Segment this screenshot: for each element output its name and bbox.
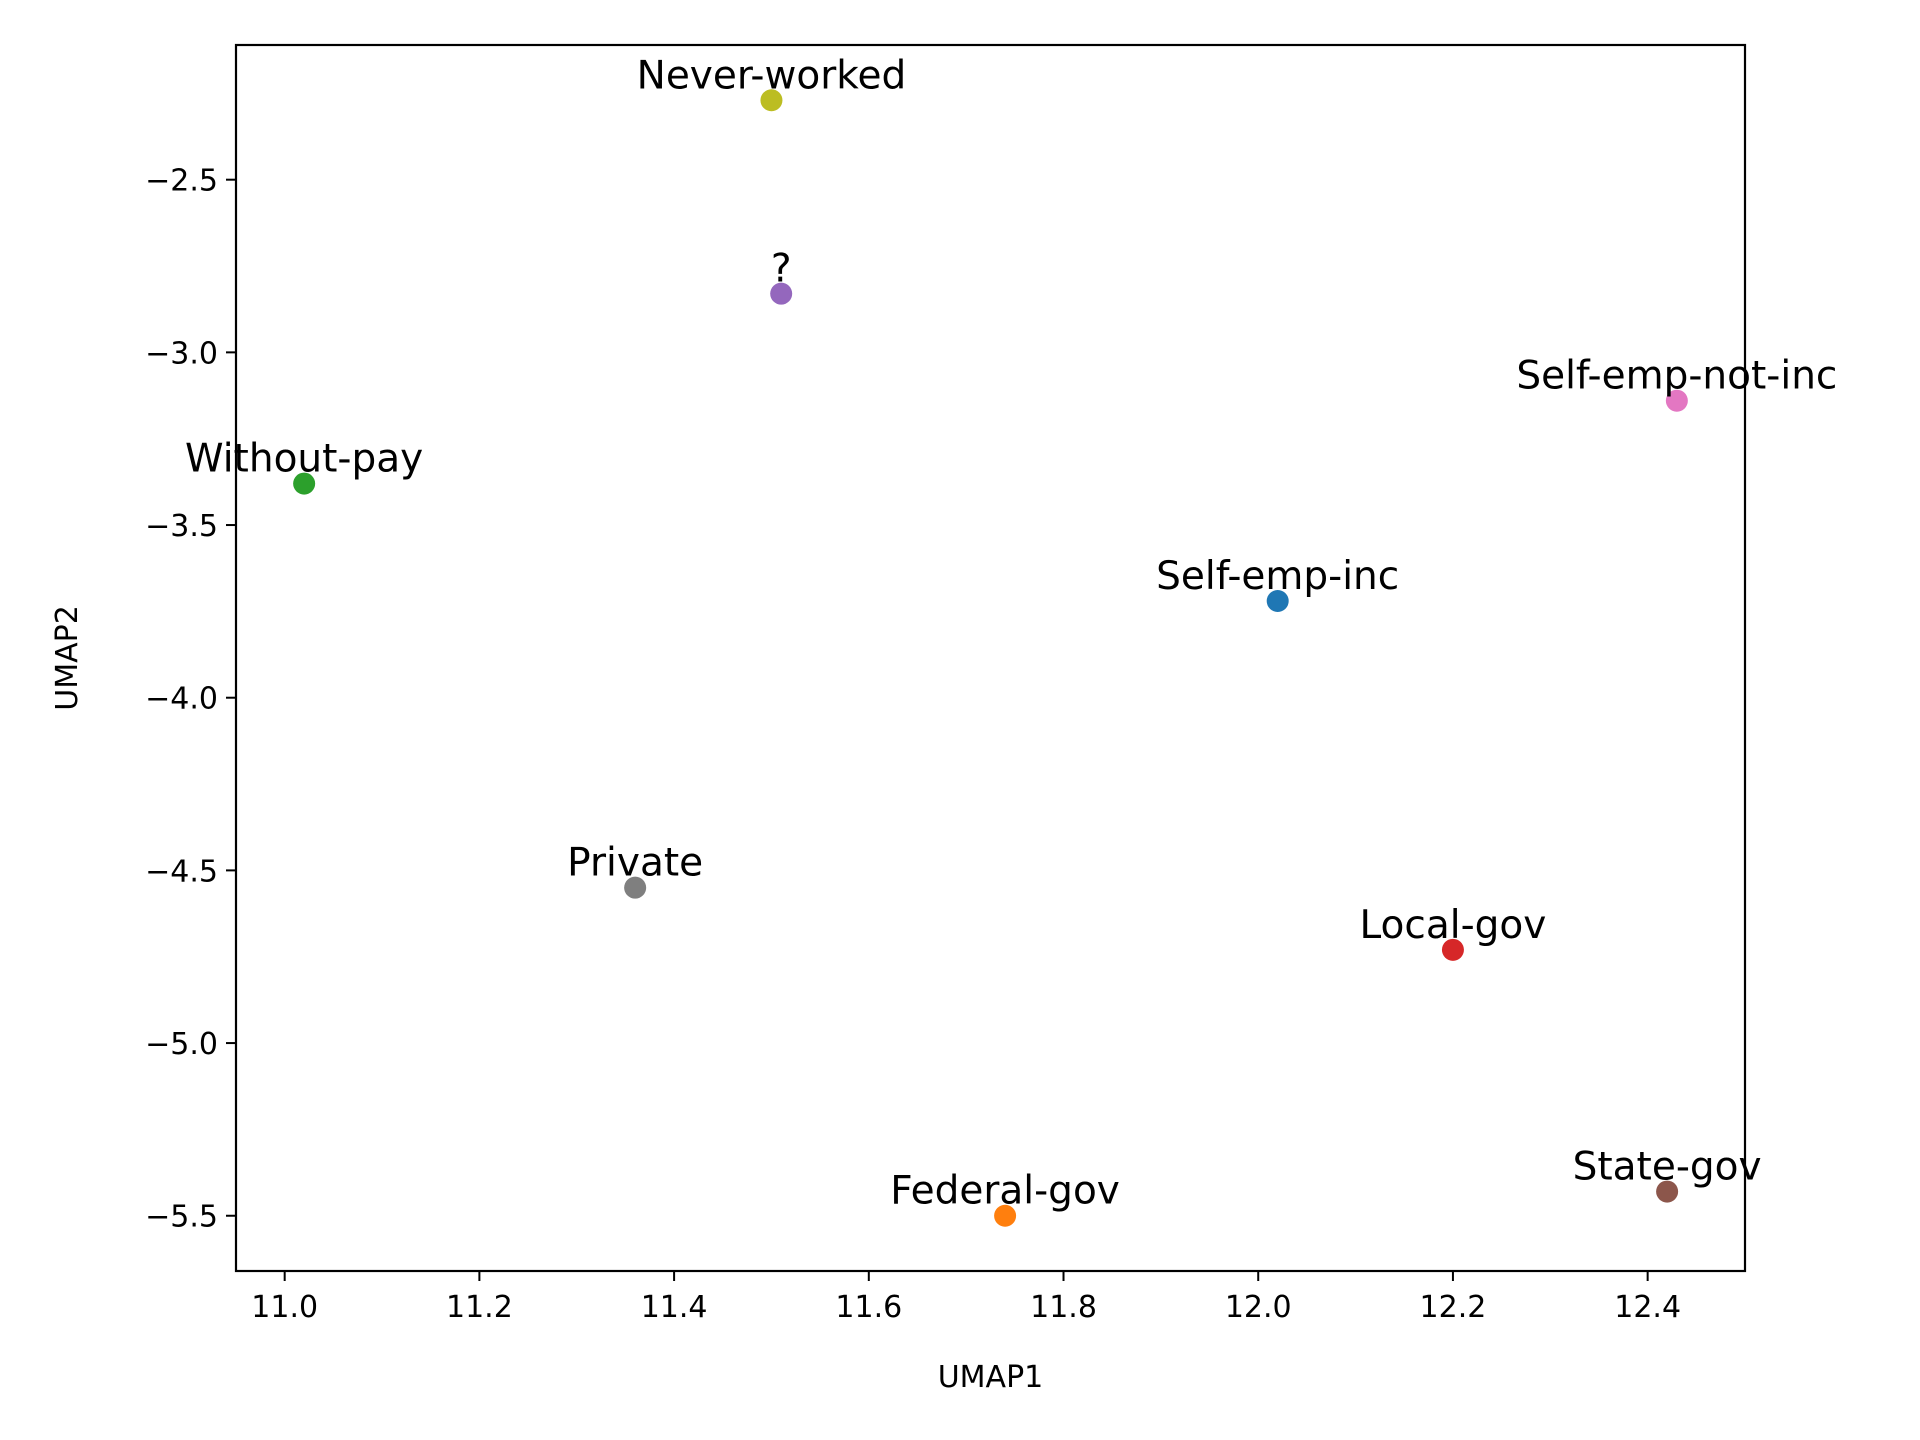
data-points <box>293 89 1688 1227</box>
scatter-point <box>1266 590 1289 613</box>
axis-ticks: 11.0 11.2 11.4 11.6 11.8 12.0 12.2 12.4 −2.5 −3.0… <box>145 164 1681 1325</box>
plot-frame <box>234 43 1747 1273</box>
y-tick-label: −4.5 <box>145 854 218 889</box>
x-axis-label: UMAP1 <box>938 1360 1044 1395</box>
point-label: State-gov <box>1573 1145 1762 1190</box>
point-label: Self-emp-inc <box>1156 554 1399 599</box>
point-label: Never-worked <box>637 53 907 98</box>
scatter-point <box>624 876 647 899</box>
point-label: Local-gov <box>1360 903 1547 948</box>
x-tick-label: 11.4 <box>641 1290 708 1325</box>
point-label: Self-emp-not-inc <box>1516 354 1837 399</box>
y-tick-label: −4.0 <box>145 682 218 717</box>
y-tick-label: −3.0 <box>145 336 218 371</box>
scatter-point <box>760 89 783 112</box>
point-label: Private <box>567 841 703 886</box>
x-tick-label: 11.2 <box>446 1290 513 1325</box>
y-axis-label: UMAP2 <box>50 605 85 711</box>
x-tick-label: 11.8 <box>1030 1290 1097 1325</box>
x-tick-label: 12.4 <box>1614 1290 1681 1325</box>
x-tick-label: 11.6 <box>835 1290 902 1325</box>
y-tick-label: −2.5 <box>145 164 218 199</box>
scatter-point <box>293 472 316 495</box>
point-label: ? <box>771 247 792 292</box>
point-label: Federal-gov <box>890 1169 1120 1214</box>
x-tick-label: 12.0 <box>1225 1290 1292 1325</box>
y-tick-label: −3.5 <box>145 509 218 544</box>
scatter-point <box>994 1204 1017 1227</box>
scatter-point <box>770 282 793 305</box>
y-tick-label: −5.5 <box>145 1200 218 1235</box>
scatter-point <box>1441 938 1464 961</box>
x-tick-label: 11.0 <box>251 1290 318 1325</box>
point-labels: Self-emp-inc Federal-gov Without-pay Local-… <box>185 53 1837 1213</box>
x-tick-label: 12.2 <box>1420 1290 1487 1325</box>
point-label: Without-pay <box>185 437 423 482</box>
y-tick-label: −5.0 <box>145 1027 218 1062</box>
scatter-point <box>1656 1180 1679 1203</box>
scatter-point <box>1665 389 1688 412</box>
